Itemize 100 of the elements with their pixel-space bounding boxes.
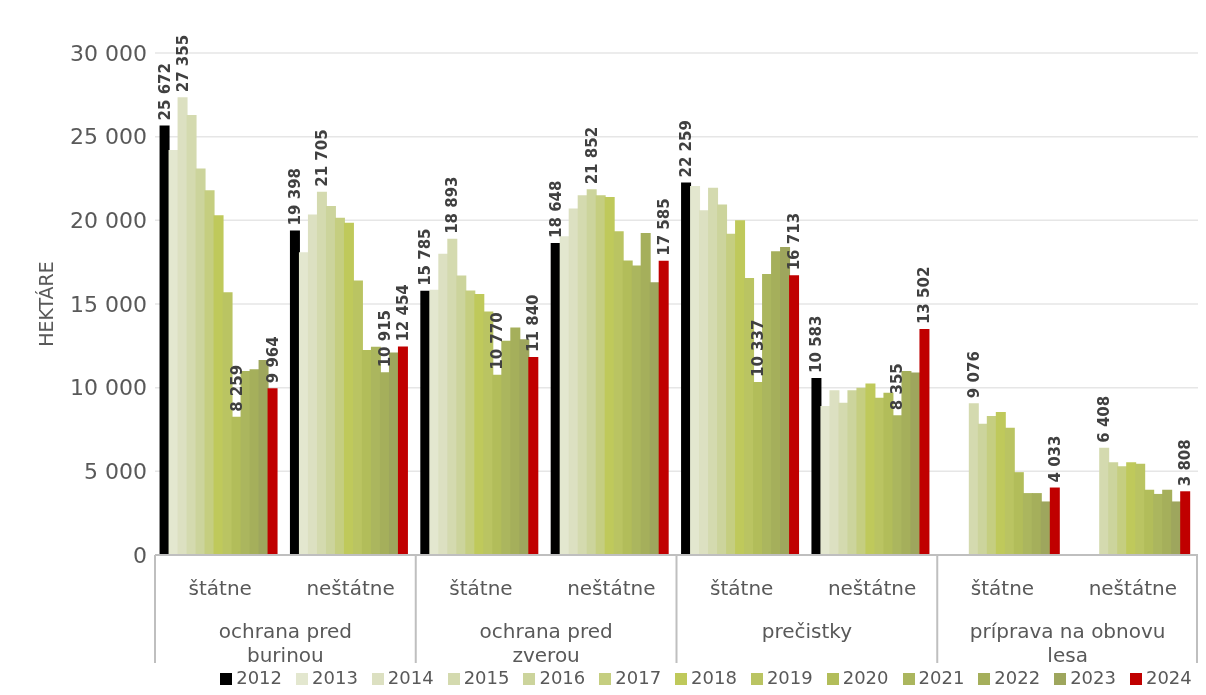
data-label: 18 893 bbox=[443, 176, 462, 234]
legend-label: 2023 bbox=[1070, 667, 1116, 688]
x-tick-label: neštátne bbox=[1088, 576, 1177, 600]
bar bbox=[717, 204, 728, 555]
bar bbox=[829, 390, 840, 555]
bar bbox=[159, 125, 170, 555]
bar bbox=[528, 356, 539, 555]
x-tick-label: štátne bbox=[710, 576, 774, 600]
x-tick-label: štátne bbox=[970, 576, 1035, 600]
bar bbox=[420, 290, 431, 555]
legend-label: 2013 bbox=[312, 667, 358, 688]
bar bbox=[1108, 462, 1119, 555]
bar bbox=[298, 252, 309, 555]
legend-label: 2014 bbox=[387, 667, 434, 688]
bar bbox=[550, 242, 561, 555]
bar bbox=[289, 230, 300, 555]
legend-label: 2015 bbox=[463, 667, 510, 688]
data-label: 17 585 bbox=[654, 198, 673, 256]
data-label: 9 964 bbox=[263, 336, 282, 384]
bar bbox=[789, 275, 800, 555]
bar bbox=[1049, 487, 1060, 555]
y-tick-label: 0 bbox=[133, 542, 147, 568]
bar bbox=[334, 217, 345, 555]
bar bbox=[325, 206, 336, 555]
data-label: 4 033 bbox=[1045, 435, 1064, 483]
bar bbox=[847, 390, 858, 555]
data-label: 22 259 bbox=[677, 120, 696, 178]
legend-label: 2022 bbox=[994, 667, 1041, 688]
bar bbox=[658, 260, 669, 555]
data-label: 8 355 bbox=[888, 363, 907, 411]
legend-label: 2024 bbox=[1145, 667, 1192, 688]
bar bbox=[1099, 447, 1110, 555]
data-label: 18 648 bbox=[546, 180, 565, 238]
legend-label: 2018 bbox=[691, 667, 737, 688]
y-tick-label: 15 000 bbox=[70, 291, 147, 317]
legend-label: 2020 bbox=[842, 667, 889, 688]
y-tick-label: 30 000 bbox=[70, 40, 147, 66]
bar bbox=[177, 97, 188, 555]
bar bbox=[204, 190, 215, 555]
bar bbox=[186, 114, 197, 555]
data-label: 8 259 bbox=[227, 364, 246, 412]
text: ochrana pred burinou bbox=[218, 619, 352, 667]
bar bbox=[559, 236, 570, 555]
y-tick-label: 25 000 bbox=[70, 124, 147, 150]
data-label: 16 713 bbox=[785, 212, 804, 271]
data-label: 19 398 bbox=[285, 167, 304, 226]
bar bbox=[465, 290, 476, 555]
data-label: 13 502 bbox=[915, 266, 934, 325]
data-label: 21 852 bbox=[582, 126, 601, 185]
bar bbox=[586, 189, 597, 555]
bar bbox=[447, 238, 458, 555]
x-tick-label: štátne bbox=[188, 576, 252, 600]
bar bbox=[316, 191, 327, 555]
bar bbox=[708, 187, 719, 555]
legend-label: 2016 bbox=[539, 667, 586, 688]
x-tick-label: neštátne bbox=[306, 576, 395, 600]
data-label: 10 583 bbox=[807, 315, 826, 373]
data-label: 15 785 bbox=[416, 228, 435, 286]
bar bbox=[267, 388, 278, 555]
bar bbox=[568, 208, 579, 555]
legend-label: 2019 bbox=[766, 667, 813, 688]
text: ochrana pred zverou bbox=[479, 619, 613, 667]
bar bbox=[195, 168, 206, 555]
data-label: 10 770 bbox=[488, 312, 507, 370]
data-label: 10 915 bbox=[375, 309, 394, 368]
y-tick-label: 10 000 bbox=[70, 375, 147, 401]
data-label: 25 672 bbox=[155, 63, 174, 121]
x-tick-label: štátne bbox=[449, 576, 513, 600]
legend-label: 2021 bbox=[918, 667, 965, 688]
bar bbox=[438, 253, 449, 555]
x-tick-label: neštátne bbox=[827, 576, 917, 600]
bar bbox=[699, 210, 710, 555]
data-label: 12 454 bbox=[393, 284, 412, 342]
text: príprava na obnovu lesa bbox=[969, 619, 1166, 667]
data-label: 11 840 bbox=[524, 294, 543, 352]
bar bbox=[168, 150, 179, 555]
data-label: 10 337 bbox=[749, 319, 768, 378]
data-label: 6 408 bbox=[1095, 395, 1114, 443]
bar bbox=[307, 214, 318, 555]
bar bbox=[690, 186, 701, 555]
data-label: 9 076 bbox=[964, 351, 983, 399]
data-label: 21 705 bbox=[312, 129, 331, 187]
bar bbox=[919, 329, 930, 555]
bar bbox=[811, 377, 822, 555]
bar bbox=[968, 403, 979, 555]
bar bbox=[397, 346, 408, 555]
text: prečistky bbox=[761, 619, 853, 643]
bar bbox=[456, 275, 467, 555]
bar bbox=[595, 195, 606, 555]
legend-label: 2012 bbox=[236, 667, 283, 688]
legend-label: 2017 bbox=[615, 667, 662, 688]
x-tick-label: neštátne bbox=[567, 576, 656, 600]
y-tick-label: 5 000 bbox=[84, 459, 147, 485]
bar bbox=[1180, 491, 1191, 555]
bar bbox=[577, 195, 588, 555]
data-label: 27 355 bbox=[173, 34, 192, 93]
y-tick-label: 20 000 bbox=[70, 208, 147, 234]
y-axis-title: HEKTÁRE bbox=[34, 261, 57, 347]
bar bbox=[681, 182, 692, 555]
data-label: 3 808 bbox=[1176, 439, 1195, 487]
